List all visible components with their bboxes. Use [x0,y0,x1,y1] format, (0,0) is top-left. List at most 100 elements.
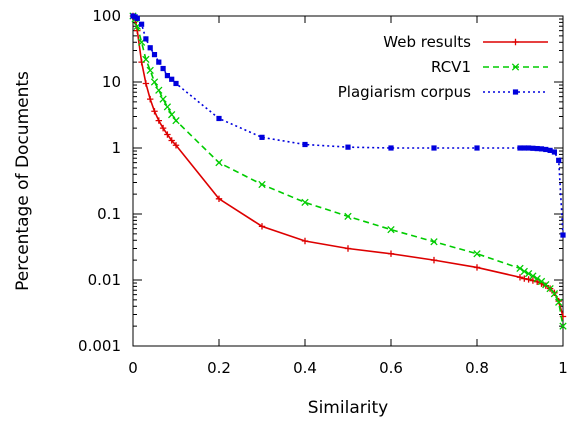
data-point [473,250,481,258]
data-point [345,144,351,150]
data-point [172,142,180,149]
data-point [164,131,171,138]
data-point [551,149,557,155]
series-2 [130,13,566,238]
data-point [516,274,524,281]
legend-marker [512,38,519,46]
data-point [163,103,172,111]
data-point [172,116,180,125]
x-tick-label: 1 [558,359,568,377]
data-point [139,21,145,27]
data-point [258,223,266,230]
data-point [142,55,150,64]
data-point [159,124,167,132]
series-line [132,15,564,317]
legend-marker [512,89,519,95]
x-tick-label: 0 [128,359,138,377]
plot-frame [132,15,564,347]
data-point [560,232,566,238]
data-point [344,212,352,221]
data-point [301,198,309,207]
y-tick-label: 1 [111,139,121,157]
data-point [534,145,540,152]
data-point [530,145,536,151]
legend-label: RCV1 [431,58,471,76]
data-point [155,86,163,94]
data-point [473,264,481,271]
y-tick-label: 10 [102,73,121,91]
series-1 [129,12,567,330]
data-point [550,290,559,298]
data-point [142,80,150,87]
data-point [533,274,541,283]
y-axis: 0.001 0.01 0.1 1 10 100 [78,7,563,355]
data-point [517,145,523,151]
data-point [537,277,546,286]
data-point [150,78,159,86]
data-point [520,267,528,276]
data-point [302,141,308,148]
y-axis-title: Percentage of Documents [13,71,33,291]
data-point [159,95,167,103]
data-point [147,45,153,51]
y-tick-label: 0.001 [78,337,121,355]
data-point [387,225,395,234]
data-point [521,145,527,151]
y-tick-label: 100 [92,7,121,25]
data-point [543,146,549,153]
series-line [132,15,564,327]
data-point [547,147,553,153]
data-point [151,52,158,58]
data-point [521,275,528,282]
legend-marker [511,63,520,71]
data-point [344,245,352,252]
data-point [169,76,175,82]
data-point [215,195,223,202]
data-point [151,108,158,115]
data-point [168,137,175,144]
data-point [164,73,170,79]
y-tick-label: 0.1 [97,205,121,223]
x-axis: 0 0.2 0.4 0.6 0.8 1 [128,16,568,377]
data-point [173,80,179,87]
data-point [387,250,395,257]
data-point [216,115,222,122]
data-point [555,298,563,306]
data-point [134,15,140,21]
data-point [168,111,176,119]
x-tick-label: 0.2 [207,359,231,377]
data-point [143,36,149,42]
data-point [215,158,223,167]
data-point [516,264,524,273]
data-point [258,180,266,189]
data-point [525,276,532,283]
data-point [146,66,154,75]
data-point [430,238,438,246]
data-point [526,145,532,151]
data-point [559,322,567,330]
data-point [388,145,394,151]
data-point [430,256,438,264]
legend: Web results RCV1 Plagiarism corpus [338,33,548,101]
data-point [431,145,437,151]
data-point [160,65,166,72]
data-point [556,157,562,163]
data-point [301,237,309,245]
data-point [529,272,537,280]
y-tick-label: 0.01 [88,271,121,289]
data-point [259,134,265,140]
series-layer [129,12,567,330]
series-0 [129,12,567,320]
series-line [132,15,564,236]
data-point [156,59,162,65]
x-tick-label: 0.8 [465,359,489,377]
x-tick-label: 0.4 [293,359,317,377]
data-point [538,146,545,152]
data-point [524,269,533,278]
data-point [474,145,480,151]
legend-label: Plagiarism corpus [338,83,471,101]
x-tick-label: 0.6 [379,359,403,377]
plot-area [132,15,564,347]
data-point [147,95,154,103]
